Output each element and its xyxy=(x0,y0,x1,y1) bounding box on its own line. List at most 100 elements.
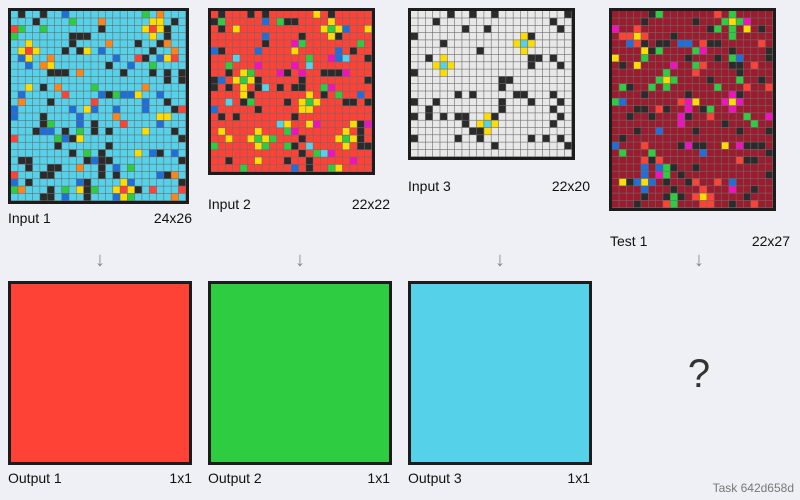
grid-cell xyxy=(513,47,521,55)
grid-cell xyxy=(134,47,142,55)
grid-cell xyxy=(269,40,277,47)
grid-cell xyxy=(743,135,751,142)
grid-cell xyxy=(648,47,656,55)
grid-cell xyxy=(663,105,670,113)
grid-cell xyxy=(269,69,277,77)
grid-cell xyxy=(692,142,700,150)
grid-cell xyxy=(62,25,69,33)
grid-cell xyxy=(626,186,634,193)
grid-cell xyxy=(98,127,106,135)
grid-cell xyxy=(454,142,462,150)
grid-cell xyxy=(612,135,619,142)
grid-cell xyxy=(751,142,758,150)
grid-cell xyxy=(32,91,40,99)
grid-cell xyxy=(47,84,55,91)
grid-cell xyxy=(83,106,91,113)
grid-cell xyxy=(535,98,543,106)
grid-cell xyxy=(721,113,729,120)
grid-cell xyxy=(47,171,55,179)
grid-cell xyxy=(714,54,722,62)
grid-cell xyxy=(648,113,656,120)
grid-cell xyxy=(134,91,142,99)
grid-cell xyxy=(134,135,142,142)
grid-cell xyxy=(134,186,142,194)
grid-cell xyxy=(440,62,447,69)
grid-cell xyxy=(232,62,240,69)
grid-cell xyxy=(225,164,233,172)
test-size: 22x27 xyxy=(751,233,790,249)
grid-cell xyxy=(542,120,550,128)
grid-cell xyxy=(432,113,440,120)
grid-cell xyxy=(149,106,157,113)
grid-cell xyxy=(432,62,440,69)
grid-cell xyxy=(535,25,543,33)
grid-cell xyxy=(751,54,758,62)
grid-cell xyxy=(269,128,277,135)
grid-cell xyxy=(134,127,142,135)
grid-cell xyxy=(612,32,619,40)
grid-cell xyxy=(542,142,550,150)
grid-cell xyxy=(262,150,269,157)
grid-cell xyxy=(313,157,321,165)
grid-cell xyxy=(171,18,179,26)
grid-cell xyxy=(127,25,135,33)
grid-cell xyxy=(707,83,714,91)
grid-cell xyxy=(491,62,499,69)
grid-cell xyxy=(542,135,550,142)
grid-cell xyxy=(269,54,277,62)
grid-cell xyxy=(62,142,69,150)
grid-cell xyxy=(247,164,255,172)
grid-cell xyxy=(171,157,179,164)
grid-cell xyxy=(350,18,357,26)
grid-cell xyxy=(364,113,372,121)
grid-cell xyxy=(677,54,685,62)
grid-cell xyxy=(685,149,692,157)
grid-cell xyxy=(83,54,91,62)
grid-cell xyxy=(692,149,700,157)
grid-cell xyxy=(211,11,218,18)
grid-cell xyxy=(542,47,550,55)
grid-cell xyxy=(113,164,120,172)
grid-cell xyxy=(105,142,113,150)
grid-cell xyxy=(655,156,663,164)
grid-cell xyxy=(134,54,142,62)
grid-cell xyxy=(626,69,634,77)
grid-cell xyxy=(411,11,418,18)
grid-cell xyxy=(462,76,469,84)
grid-cell xyxy=(105,62,113,69)
grid-cell xyxy=(411,84,418,91)
grid-cell xyxy=(32,98,40,106)
grid-cell xyxy=(542,91,550,98)
grid-cell xyxy=(729,135,736,142)
grid-cell xyxy=(626,113,634,120)
grid-cell xyxy=(612,40,619,47)
grid-cell xyxy=(633,186,641,193)
grid-cell xyxy=(335,32,343,40)
grid-cell xyxy=(156,11,164,18)
grid-cell xyxy=(677,76,685,84)
grid-cell xyxy=(685,127,692,135)
grid-cell xyxy=(127,127,135,135)
grid-cell xyxy=(550,69,557,77)
grid-cell xyxy=(342,128,350,135)
grid-cell xyxy=(149,76,157,84)
grid-cell xyxy=(743,113,751,120)
grid-cell xyxy=(670,127,678,135)
grid-cell xyxy=(32,18,40,26)
grid-cell xyxy=(557,54,565,62)
grid-cell xyxy=(76,186,84,194)
grid-cell xyxy=(677,40,685,47)
grid-cell xyxy=(47,40,55,47)
grid-cell xyxy=(612,54,619,62)
grid-cell xyxy=(736,69,744,77)
grid-cell xyxy=(550,127,557,135)
grid-cell xyxy=(142,164,149,172)
grid-cell xyxy=(171,11,179,18)
grid-cell xyxy=(149,84,157,91)
grid-cell xyxy=(69,84,77,91)
grid-cell xyxy=(284,157,291,165)
grid-cell xyxy=(655,164,663,171)
grid-cell xyxy=(462,11,469,18)
grid-cell xyxy=(69,54,77,62)
grid-cell xyxy=(528,149,535,157)
